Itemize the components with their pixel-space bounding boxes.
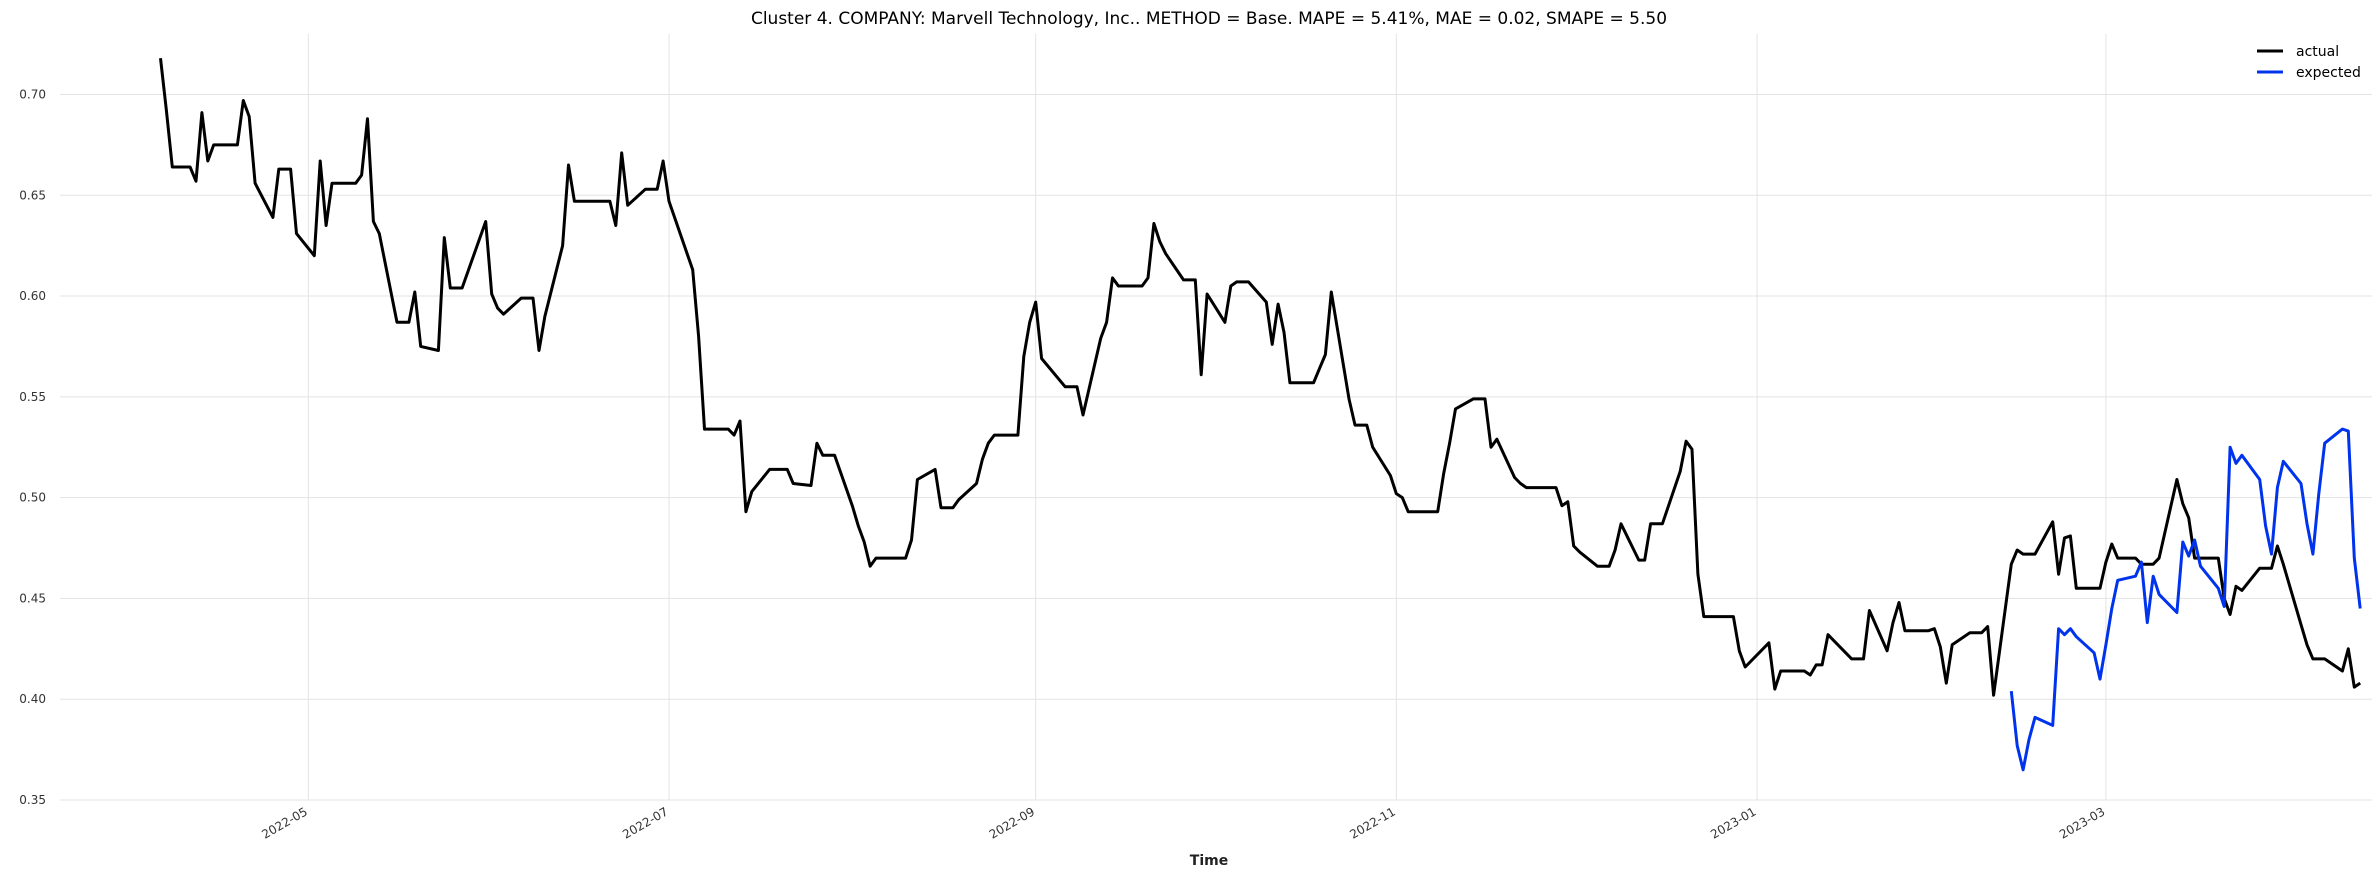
y-tick-label: 0.45 xyxy=(19,591,46,605)
series-line-actual xyxy=(159,58,2362,697)
legend-label-actual: actual xyxy=(2296,44,2339,60)
grid-lines xyxy=(60,34,2372,801)
legend-label-expected: expected xyxy=(2296,65,2361,81)
y-tick-label: 0.65 xyxy=(19,188,46,202)
x-axis-label: Time xyxy=(1190,853,1228,869)
legend: actual expected xyxy=(2257,44,2361,81)
y-tick-label: 0.50 xyxy=(19,491,46,505)
x-tick-label: 2022-07 xyxy=(620,804,670,841)
y-tick-label: 0.40 xyxy=(19,692,46,706)
y-tick-label: 0.60 xyxy=(19,289,46,303)
x-tick-label: 2022-05 xyxy=(259,804,309,841)
x-tick-label: 2023-01 xyxy=(1708,804,1758,841)
series-line-expected xyxy=(2009,427,2362,772)
chart-title: Cluster 4. COMPANY: Marvell Technology, … xyxy=(751,9,1667,29)
y-tick-label: 0.55 xyxy=(19,390,46,404)
x-axis-ticks: 2022-05 2022-07 2022-09 2022-11 2023-01 2023-… xyxy=(259,804,2107,841)
y-tick-label: 0.35 xyxy=(19,793,46,807)
x-tick-label: 2022-11 xyxy=(1347,804,1397,841)
x-tick-label: 2022-09 xyxy=(987,804,1037,841)
y-tick-label: 0.70 xyxy=(19,87,46,101)
series-lines xyxy=(159,58,2362,772)
y-axis-ticks: 0.35 0.40 0.45 0.50 0.55 0.60 0.65 0.70 xyxy=(19,87,46,807)
x-tick-label: 2023-03 xyxy=(2057,804,2107,841)
